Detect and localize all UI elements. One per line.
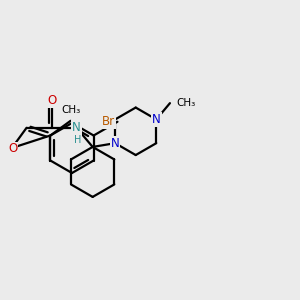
Text: CH₃: CH₃ xyxy=(176,98,195,108)
Text: Br: Br xyxy=(102,115,116,128)
Text: O: O xyxy=(8,142,17,155)
Text: N: N xyxy=(111,137,119,150)
Text: O: O xyxy=(47,94,56,107)
Text: N: N xyxy=(152,113,161,126)
Text: H: H xyxy=(74,135,81,145)
Text: CH₃: CH₃ xyxy=(61,105,80,115)
Text: N: N xyxy=(72,121,81,134)
